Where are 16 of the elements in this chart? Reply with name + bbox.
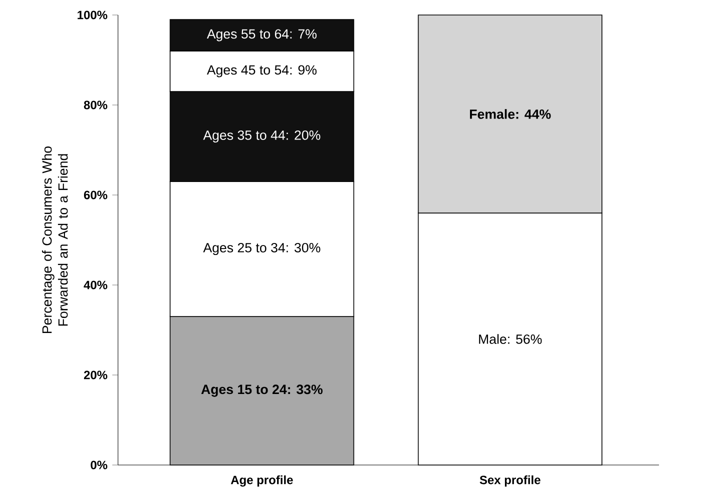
y-tick-label: 40% bbox=[84, 280, 108, 290]
data-label: Ages 25 to 34: 30% bbox=[203, 242, 320, 256]
data-label: Ages 45 to 54: 9% bbox=[206, 65, 317, 78]
data-label: Ages 55 to 64: 7% bbox=[206, 29, 317, 42]
y-tick-label: 80% bbox=[84, 100, 108, 110]
data-label: Male: 56% bbox=[479, 334, 542, 344]
y-axis-title: Percentage of Consumers Who Forwarded an Ad to a Friend bbox=[42, 146, 68, 334]
y-tick-label: 20% bbox=[84, 370, 108, 380]
y-tick-label: 60% bbox=[84, 190, 108, 200]
data-label: Female: 44% bbox=[470, 109, 551, 119]
data-label: Ages 35 to 44: 20% bbox=[203, 130, 320, 143]
x-tick-label: Age profile bbox=[230, 475, 293, 487]
y-tick-label: 0% bbox=[90, 460, 108, 470]
data-label: Ages 15 to 24: 33% bbox=[201, 384, 323, 397]
y-tick-label: 100% bbox=[78, 10, 108, 20]
x-tick-label: Sex profile bbox=[480, 475, 540, 487]
